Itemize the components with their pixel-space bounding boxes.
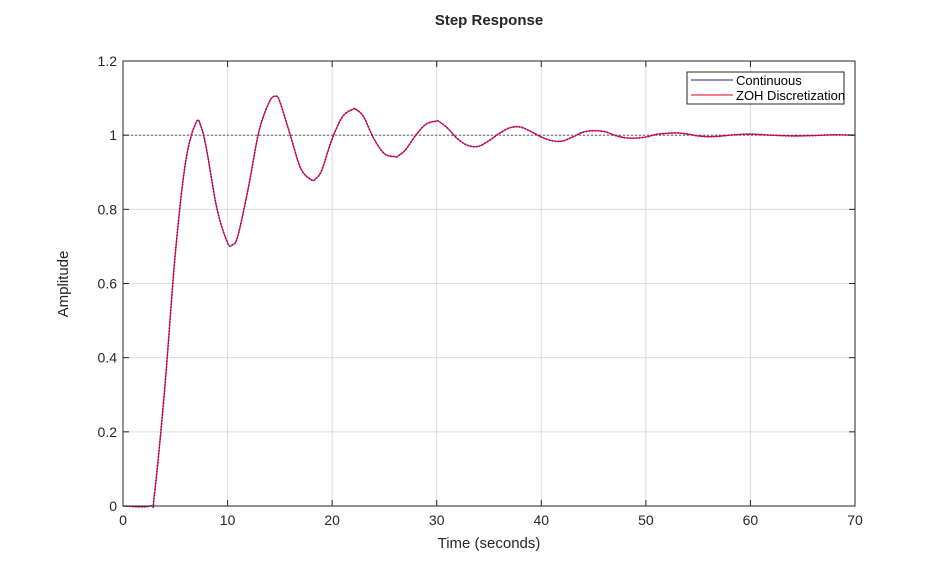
x-tick-label: 10 [220,512,236,528]
x-tick-label: 50 [638,512,654,528]
y-axis-label: Amplitude [55,251,72,318]
x-tick-label: 40 [533,512,549,528]
x-tick-label: 20 [324,512,340,528]
y-tick-label: 1 [109,127,117,143]
y-tick-label: 0.2 [98,424,118,440]
x-axis-label: Time (seconds) [438,535,541,552]
y-tick-label: 0 [109,498,117,514]
legend-label-zoh-discretization: ZOH Discretization [736,88,845,103]
y-tick-label: 0.4 [98,350,118,366]
legend-box [686,71,845,105]
x-tick-label: 70 [847,512,863,528]
series-lines [122,95,856,508]
y-tick-label: 1.2 [98,53,118,69]
x-tick-label: 0 [119,512,127,528]
y-tick-label: 0.8 [98,201,118,217]
ticks: 0 10 20 30 40 50 60 70 0 0.2 0.4 0.6 0.8 1 1.2 [98,53,863,528]
legend-label-continuous: Continuous [736,73,802,88]
legend: Continuous ZOH Discretization [686,71,845,105]
chart-title: Step Response [435,12,543,29]
y-tick-label: 0.6 [98,276,118,292]
x-tick-label: 60 [743,512,759,528]
x-tick-label: 30 [429,512,445,528]
series-line-zoh-discretization [122,95,856,508]
